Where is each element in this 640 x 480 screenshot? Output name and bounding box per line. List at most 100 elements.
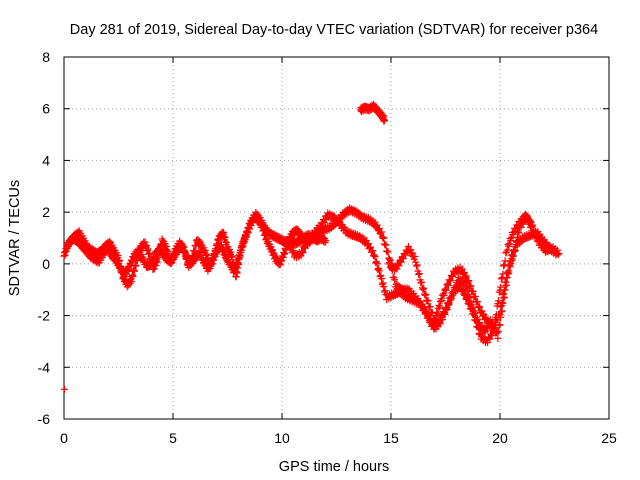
data-point-track-e bbox=[420, 284, 428, 292]
data-point-track-d bbox=[530, 229, 538, 237]
data-point-track-d bbox=[501, 257, 509, 265]
data-point-track-e bbox=[511, 243, 519, 251]
data-point-track-c bbox=[378, 275, 386, 283]
data-point-track-e bbox=[471, 292, 479, 300]
y-tick-label: 8 bbox=[42, 49, 50, 65]
data-point-track-e bbox=[507, 260, 515, 268]
data-point-track-d bbox=[380, 234, 388, 242]
data-point-track-d bbox=[439, 316, 447, 324]
data-point-track-d bbox=[461, 289, 469, 297]
data-point-track-d bbox=[447, 294, 455, 302]
data-point-track-e bbox=[496, 311, 504, 319]
data-point-track-c bbox=[377, 271, 385, 279]
data-point-track-e bbox=[503, 268, 511, 276]
data-point-track-d bbox=[378, 228, 386, 236]
chart-title: Day 281 of 2019, Sidereal Day-to-day VTE… bbox=[70, 22, 598, 38]
data-point-track-d bbox=[440, 309, 448, 317]
data-point-track-a bbox=[322, 237, 330, 245]
data-point-track-e bbox=[439, 290, 447, 298]
data-point-track-d bbox=[468, 304, 476, 312]
data-point-track-d bbox=[380, 240, 388, 248]
data-point-track-e bbox=[424, 296, 432, 304]
data-point-track-e bbox=[500, 286, 508, 294]
data-point-track-d bbox=[505, 240, 513, 248]
data-point-track-c bbox=[374, 266, 382, 274]
data-point-track-e bbox=[396, 257, 404, 265]
y-tick-label: 4 bbox=[42, 152, 50, 168]
data-point-track-e bbox=[442, 286, 450, 294]
data-point-track-d bbox=[382, 241, 390, 249]
x-tick-label: 25 bbox=[601, 430, 617, 446]
data-point-track-d bbox=[472, 317, 480, 325]
data-point-track-e bbox=[443, 281, 451, 289]
data-point-track-e bbox=[431, 315, 439, 323]
y-tick-label: 0 bbox=[42, 256, 50, 272]
data-point-track-e bbox=[511, 248, 519, 256]
data-point-track-e bbox=[412, 262, 420, 270]
data-point-track-c bbox=[287, 244, 295, 252]
y-tick-label: 6 bbox=[42, 101, 50, 117]
x-tick-label: 10 bbox=[274, 430, 290, 446]
data-point-track-e bbox=[399, 255, 407, 263]
data-point-track-c bbox=[379, 279, 387, 287]
data-point-track-e bbox=[505, 261, 513, 269]
data-point-track-d bbox=[465, 300, 473, 308]
data-point-track-d bbox=[554, 251, 562, 259]
y-tick-label: 2 bbox=[42, 204, 50, 220]
data-point-track-e bbox=[402, 251, 410, 259]
data-point-track-c bbox=[381, 287, 389, 295]
data-point-track-e bbox=[436, 303, 444, 311]
data-point-track-e bbox=[415, 270, 423, 278]
data-point-track-d bbox=[467, 305, 475, 313]
data-point-track-d bbox=[374, 226, 382, 234]
data-point-track-d bbox=[474, 324, 482, 332]
data-point-track-d bbox=[441, 310, 449, 318]
data-point-track-d bbox=[486, 335, 494, 343]
data-point-track-d bbox=[488, 332, 496, 340]
data-point-track-e bbox=[465, 277, 473, 285]
data-point-track-e bbox=[499, 291, 507, 299]
data-point-track-d bbox=[383, 247, 391, 255]
data-point-track-c bbox=[370, 252, 378, 260]
data-point-track-e bbox=[463, 272, 471, 280]
data-point-track-b bbox=[117, 263, 125, 271]
data-point-track-c bbox=[369, 247, 377, 255]
data-point-track-e bbox=[497, 302, 505, 310]
data-point-track-e bbox=[515, 229, 523, 237]
data-point-track-e bbox=[434, 305, 442, 313]
data-point-track-e bbox=[447, 277, 455, 285]
data-point-cluster bbox=[380, 116, 388, 124]
data-point-track-e bbox=[444, 281, 452, 289]
data-point-track-e bbox=[514, 228, 522, 236]
data-point-track-e bbox=[475, 302, 483, 310]
data-point-track-e bbox=[498, 298, 506, 306]
data-point-track-e bbox=[513, 233, 521, 241]
y-tick-label: -6 bbox=[38, 411, 51, 427]
data-point-track-d bbox=[503, 246, 511, 254]
data-point-track-e bbox=[440, 291, 448, 299]
data-point-track-e bbox=[476, 303, 484, 311]
data-point-track-b bbox=[180, 243, 188, 251]
data-point-track-b bbox=[298, 231, 306, 239]
data-point-track-c bbox=[494, 334, 502, 342]
data-point-track-e bbox=[431, 317, 439, 325]
data-point-track-d bbox=[442, 304, 450, 312]
data-point-track-d bbox=[495, 297, 503, 305]
data-point-track-d bbox=[463, 294, 471, 302]
data-point-outlier bbox=[60, 385, 68, 393]
axis-ticks: 0 5 10 15 20 25 -6 -4 -2 0 2 4 6 8 bbox=[38, 49, 617, 446]
data-point-track-e bbox=[529, 221, 537, 229]
data-point-track-e bbox=[433, 308, 441, 316]
data-point-track-e bbox=[438, 297, 446, 305]
data-point-track-e bbox=[503, 274, 511, 282]
data-point-track-d bbox=[457, 281, 465, 289]
data-point-track-e bbox=[510, 247, 518, 255]
data-point-track-d bbox=[378, 233, 386, 241]
data-point-track-e bbox=[398, 253, 406, 261]
data-point-track-e bbox=[489, 327, 497, 335]
data-point-track-c bbox=[289, 247, 297, 255]
data-point-track-d bbox=[436, 320, 444, 328]
data-point-track-c bbox=[498, 307, 506, 315]
data-point-track-c bbox=[373, 260, 381, 268]
